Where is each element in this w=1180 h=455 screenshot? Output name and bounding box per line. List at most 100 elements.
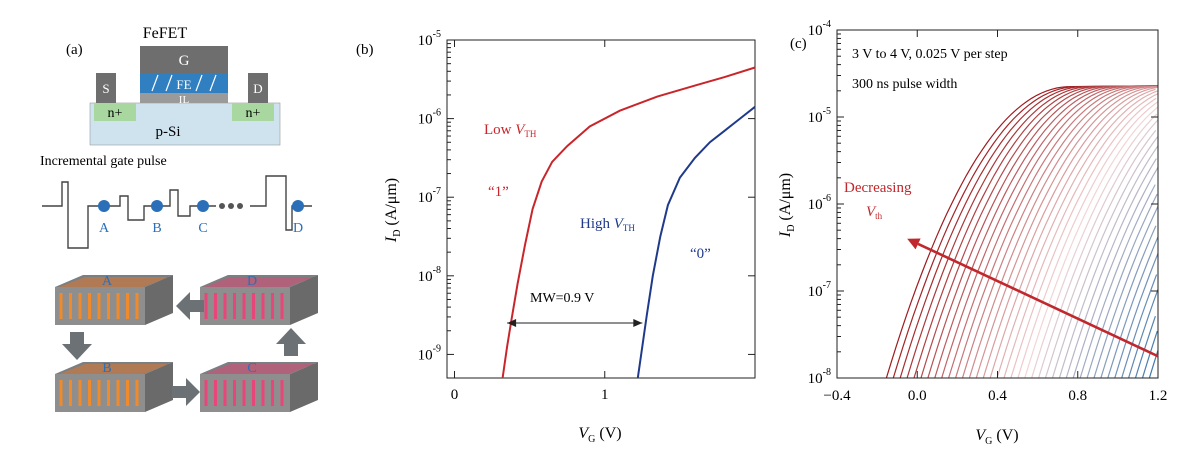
x-tick-label: −0.4 (823, 388, 851, 404)
panel-b-label: (b) (356, 42, 374, 58)
panel-b: (b) 0 1 10-9 10-8 10-7 10-6 10-5 VG (V) ID (A/… (356, 29, 756, 445)
panel-a-label: (a) (66, 42, 83, 58)
arrow-right-icon (172, 378, 200, 406)
panel-a: (a) FeFET n+ n+ p-Si S D IL FE G Increme… (40, 25, 318, 412)
arrowhead (907, 238, 921, 250)
panel-c: (c) −0.4 0.0 0.4 0.8 1.2 10-8 10-7 10-6 10-5 10-4… (777, 19, 1167, 447)
vth-label: Vth (866, 204, 883, 221)
transfer-curve (975, 86, 1157, 378)
x-tick-label: 1.2 (1149, 388, 1168, 404)
transfer-curve (1114, 251, 1158, 378)
y-tick-label: 10-8 (418, 265, 441, 285)
memory-window-arrow (507, 318, 643, 327)
y-tick-label: 10-5 (418, 29, 441, 49)
panel-c-curves (885, 85, 1158, 378)
mw-arrowhead-left (507, 318, 517, 327)
transfer-curve (1031, 113, 1158, 378)
pulse-title: Incremental gate pulse (40, 154, 167, 169)
n-plus-right-label: n+ (246, 106, 261, 121)
panel-b-ticks (447, 39, 755, 378)
point-label-a: A (99, 221, 110, 236)
transfer-curve (1003, 92, 1158, 378)
ellipsis-dot (237, 203, 243, 209)
panel-c-tick-labels: −0.4 0.0 0.4 0.8 1.2 10-8 10-7 10-6 10-5 10-4 (808, 19, 1168, 404)
transfer-curve (1037, 118, 1158, 378)
drain-contact (248, 73, 268, 103)
y-tick-label: 10-9 (418, 343, 441, 363)
transfer-curve (947, 85, 1158, 378)
x-tick-label: 0.8 (1068, 388, 1087, 404)
transfer-curve (1058, 144, 1158, 378)
transfer-curve (913, 85, 1158, 378)
transfer-curve (982, 86, 1158, 378)
transfer-curve (1134, 316, 1156, 378)
polarization-cubes: A D B C (55, 274, 318, 412)
transfer-curve (920, 85, 1158, 378)
ellipsis-dot (219, 203, 225, 209)
panel-c-ticks (836, 29, 1159, 379)
memory-window-label: MW=0.9 V (530, 291, 594, 306)
cube-side (290, 275, 318, 325)
transfer-curve (961, 85, 1158, 378)
point-label-c: C (198, 221, 207, 236)
panel-c-label: (c) (790, 36, 807, 52)
pulse-width-label: 300 ns pulse width (852, 77, 957, 92)
decreasing-label: Decreasing (844, 180, 912, 196)
y-tick-label: 10-6 (418, 108, 441, 128)
gate-electrode (140, 46, 228, 73)
cube-top (59, 364, 169, 374)
cube-top (59, 277, 169, 287)
n-plus-left-region (94, 103, 136, 121)
transfer-curve (1010, 97, 1157, 378)
cube-label: A (102, 274, 113, 289)
transfer-curve (906, 85, 1158, 378)
pulse-point-a (98, 200, 110, 212)
source-contact (96, 73, 116, 103)
cube-label: C (247, 361, 256, 376)
arrow-down-icon (62, 332, 92, 360)
point-label-d: D (293, 221, 303, 236)
transfer-curve (1121, 274, 1158, 378)
cube-label: B (102, 361, 111, 376)
transfer-curve (1065, 158, 1157, 378)
y-tick-label: 10-7 (808, 280, 831, 300)
fefet-title: FeFET (143, 25, 188, 42)
pulse-waveform (42, 181, 216, 249)
il-layer (140, 93, 228, 103)
x-tick-label: 0.0 (908, 388, 927, 404)
panel-c-xlabel: VG (V) (975, 427, 1018, 447)
transfer-curve (899, 85, 1158, 378)
cube-side (145, 362, 173, 412)
il-label: IL (179, 94, 190, 106)
cube-top (204, 364, 314, 374)
transfer-curve (927, 85, 1158, 378)
transfer-curve (892, 85, 1158, 378)
step-info-label: 3 V to 4 V, 0.025 V per step (852, 47, 1008, 62)
cube-side (145, 275, 173, 325)
transfer-curve (934, 85, 1158, 378)
panel-b-ylabel: ID (A/μm) (383, 178, 403, 243)
transfer-curve (885, 85, 1158, 378)
mw-arrowhead-right (633, 318, 643, 327)
x-tick-label: 0.4 (988, 388, 1007, 404)
panel-b-frame (446, 39, 756, 379)
transfer-curve (1127, 287, 1158, 378)
transfer-curve (954, 85, 1158, 378)
cube-top (204, 277, 314, 287)
y-tick-label: 10-8 (808, 367, 831, 387)
transfer-curve (989, 88, 1156, 378)
arrow-shaft (917, 242, 1159, 358)
transfer-curve (968, 85, 1158, 378)
transfer-curve (1024, 106, 1158, 378)
drain-label: D (253, 81, 262, 96)
transfer-curve (1017, 101, 1158, 378)
y-tick-label: 10-4 (808, 19, 831, 39)
panel-b-xlabel: VG (V) (578, 425, 621, 445)
fe-layer (140, 73, 228, 93)
transfer-curve (1093, 204, 1158, 378)
transfer-curve (1086, 193, 1158, 378)
cube-side (290, 362, 318, 412)
panel-b-tick-labels: 0 1 10-9 10-8 10-7 10-6 10-5 (418, 29, 609, 403)
transfer-curve (1100, 225, 1157, 378)
